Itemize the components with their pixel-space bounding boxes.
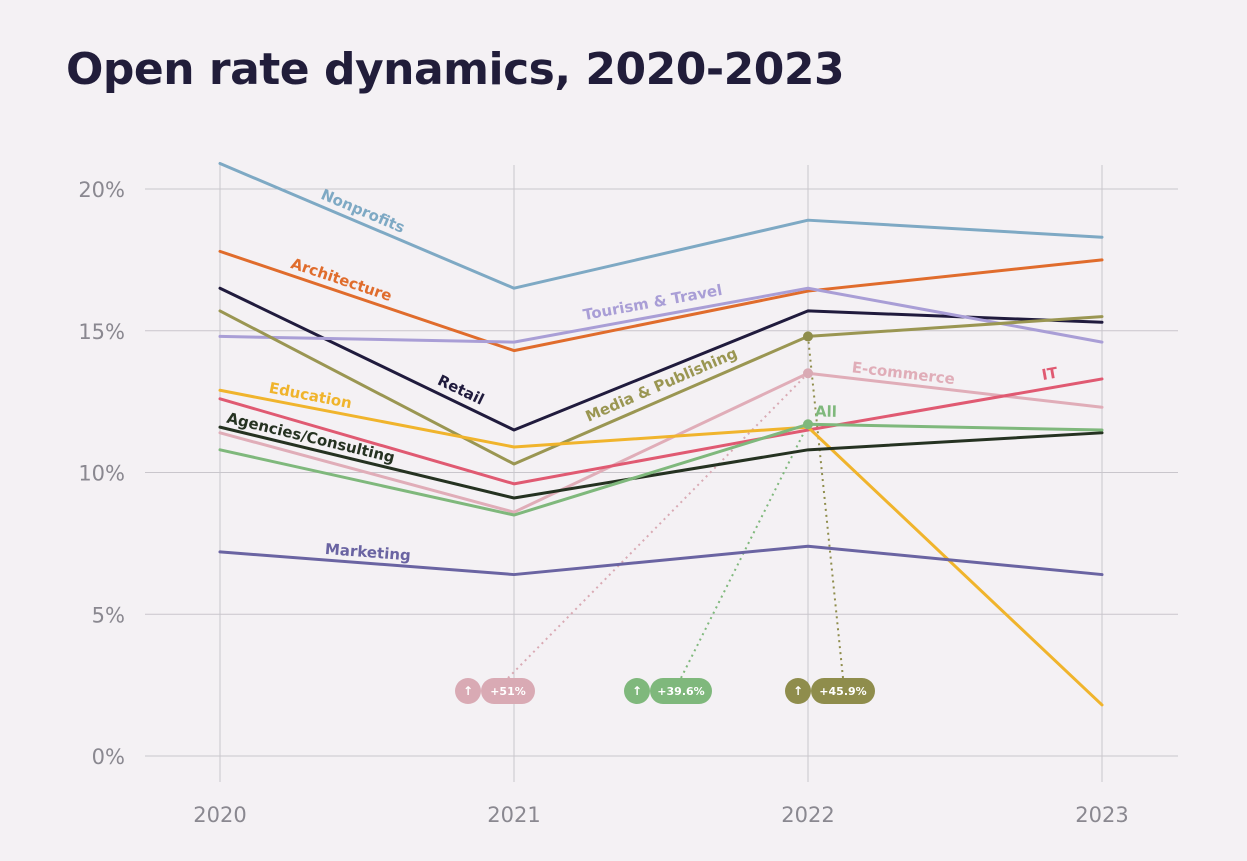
badge-circle — [785, 678, 811, 704]
badge-label: +45.9% — [819, 685, 866, 698]
series-line-education — [218, 388, 1104, 707]
up-arrow-icon: ↑ — [793, 684, 803, 698]
series-label-media-publishing: Media & Publishing — [583, 344, 740, 426]
y-tick-label: 20% — [78, 178, 125, 202]
badge-label: +51% — [490, 685, 526, 698]
annotation-connector — [807, 336, 844, 679]
chart-title: Open rate dynamics, 2020-2023 — [66, 44, 845, 95]
series-label-group: IT — [1040, 363, 1059, 384]
y-tick-label: 10% — [78, 462, 125, 486]
series-label-it: IT — [1040, 363, 1059, 384]
up-arrow-icon: ↑ — [463, 684, 473, 698]
series-line-marketing — [218, 544, 1104, 577]
series-line-architecture — [218, 249, 1104, 353]
annotation-point — [803, 419, 813, 430]
series-line-media-publishing — [218, 309, 1104, 466]
series-label-group: Media & Publishing — [583, 344, 740, 426]
y-tick-label: 15% — [78, 320, 125, 344]
x-tick-label: 2022 — [781, 803, 834, 827]
x-tick-label: 2020 — [193, 803, 246, 827]
y-tick-label: 0% — [92, 745, 125, 769]
series-line-agencies-consulting — [218, 425, 1104, 500]
series-label-group: All — [815, 402, 837, 420]
y-tick-label: 5% — [92, 603, 125, 627]
badge-label: +39.6% — [657, 685, 704, 698]
badge-circle — [624, 678, 650, 704]
series-line-e-commerce — [218, 371, 1104, 514]
annotation-point — [803, 368, 813, 379]
series-line-nonprofits — [218, 161, 1104, 290]
x-tick-label: 2023 — [1075, 803, 1128, 827]
annotation-point — [803, 331, 813, 342]
annotation-badge: ↑ +39.6% — [624, 678, 712, 704]
badge-circle — [455, 678, 481, 704]
series-label-all: All — [815, 402, 837, 420]
y-axis: 0% 5% 10% 15% 20% — [78, 178, 125, 769]
annotation-badges: ↑ +51% ↑ +39.6% ↑ +45.9% — [455, 331, 875, 704]
x-axis: 2020 2021 2022 2023 — [193, 803, 1128, 827]
badge-pill — [650, 678, 712, 704]
series-lines — [218, 161, 1104, 707]
series-line-all — [218, 422, 1104, 517]
series-line-tourism-travel — [218, 286, 1104, 344]
series-line-it — [218, 377, 1104, 486]
badge-pill — [811, 678, 875, 704]
up-arrow-icon: ↑ — [632, 684, 642, 698]
x-tick-label: 2021 — [487, 803, 540, 827]
annotation-badge: ↑ +51% — [455, 678, 535, 704]
badge-pill — [481, 678, 535, 704]
annotation-connector — [507, 372, 809, 679]
annotation-badge: ↑ +45.9% — [785, 678, 875, 704]
